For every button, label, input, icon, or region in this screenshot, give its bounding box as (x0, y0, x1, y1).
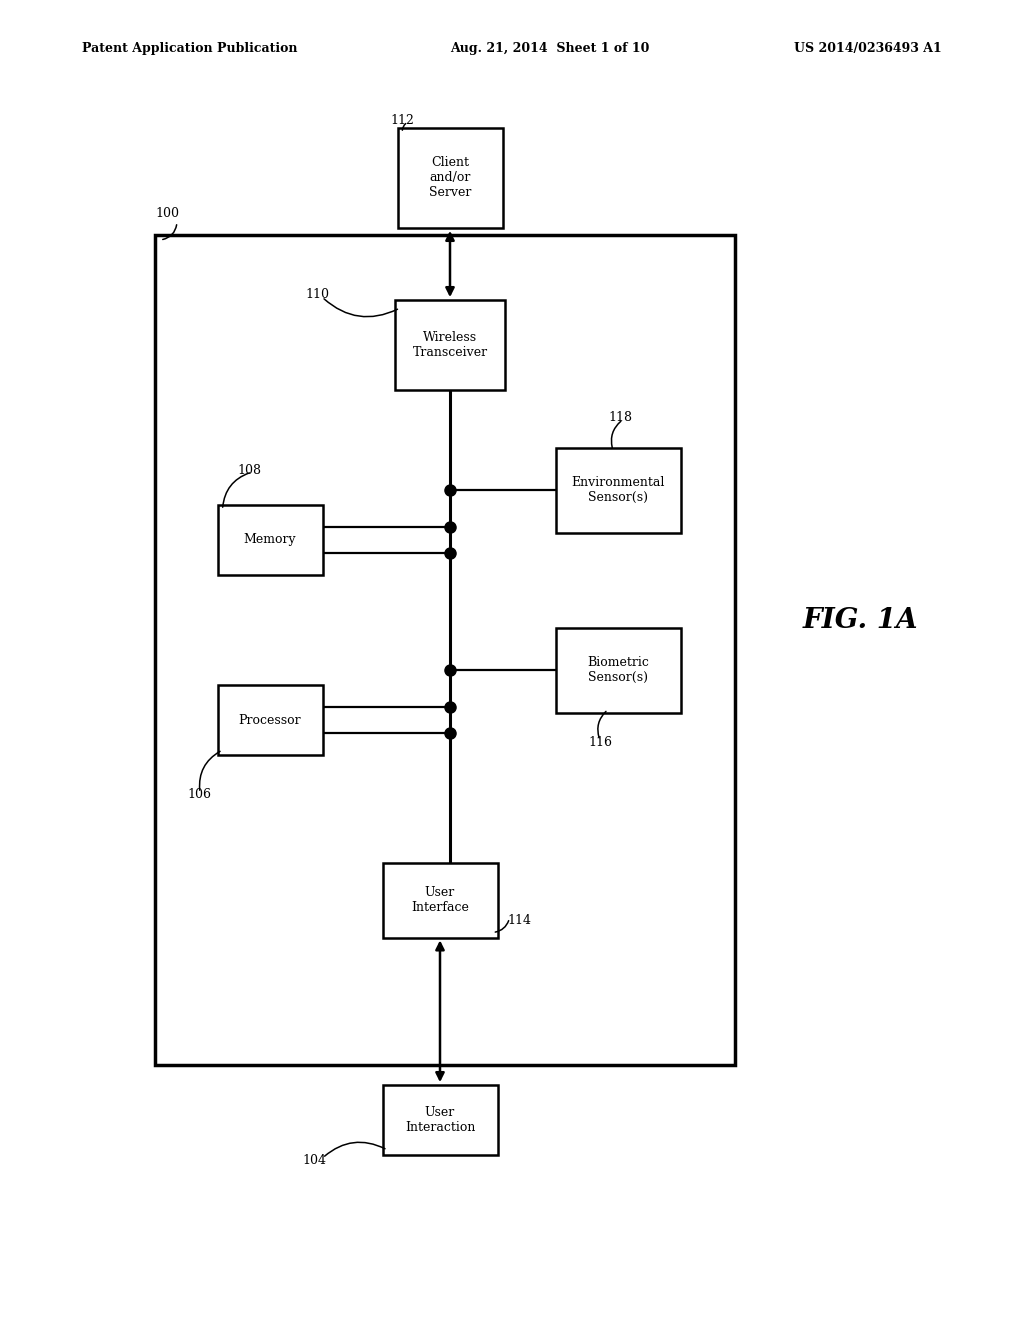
Text: 118: 118 (608, 411, 632, 424)
Text: 112: 112 (390, 114, 414, 127)
Bar (155, 235, 735, 1065)
Text: 108: 108 (237, 463, 261, 477)
Bar (217, 506, 323, 576)
Text: Wireless
Transceiver: Wireless Transceiver (413, 331, 487, 359)
Bar (555, 447, 681, 532)
Bar (397, 128, 503, 228)
Text: Memory: Memory (244, 533, 296, 546)
Bar (383, 862, 498, 937)
Text: Patent Application Publication: Patent Application Publication (82, 42, 297, 55)
Text: 114: 114 (508, 913, 531, 927)
Text: Aug. 21, 2014  Sheet 1 of 10: Aug. 21, 2014 Sheet 1 of 10 (451, 42, 650, 55)
Text: 100: 100 (155, 207, 179, 220)
Text: 104: 104 (302, 1154, 327, 1167)
Text: Biometric
Sensor(s): Biometric Sensor(s) (587, 656, 649, 684)
Bar (217, 685, 323, 755)
Text: 110: 110 (305, 289, 329, 301)
Text: US 2014/0236493 A1: US 2014/0236493 A1 (795, 42, 942, 55)
Bar (395, 300, 505, 389)
Text: Client
and/or
Server: Client and/or Server (429, 157, 471, 199)
Text: 116: 116 (588, 737, 612, 748)
Text: Processor: Processor (239, 714, 301, 726)
Bar (383, 1085, 498, 1155)
Text: Environmental
Sensor(s): Environmental Sensor(s) (571, 477, 665, 504)
Text: User
Interface: User Interface (411, 886, 469, 913)
Bar (555, 627, 681, 713)
Text: User
Interaction: User Interaction (404, 1106, 475, 1134)
Text: FIG. 1A: FIG. 1A (802, 606, 918, 634)
Text: 106: 106 (187, 788, 211, 801)
